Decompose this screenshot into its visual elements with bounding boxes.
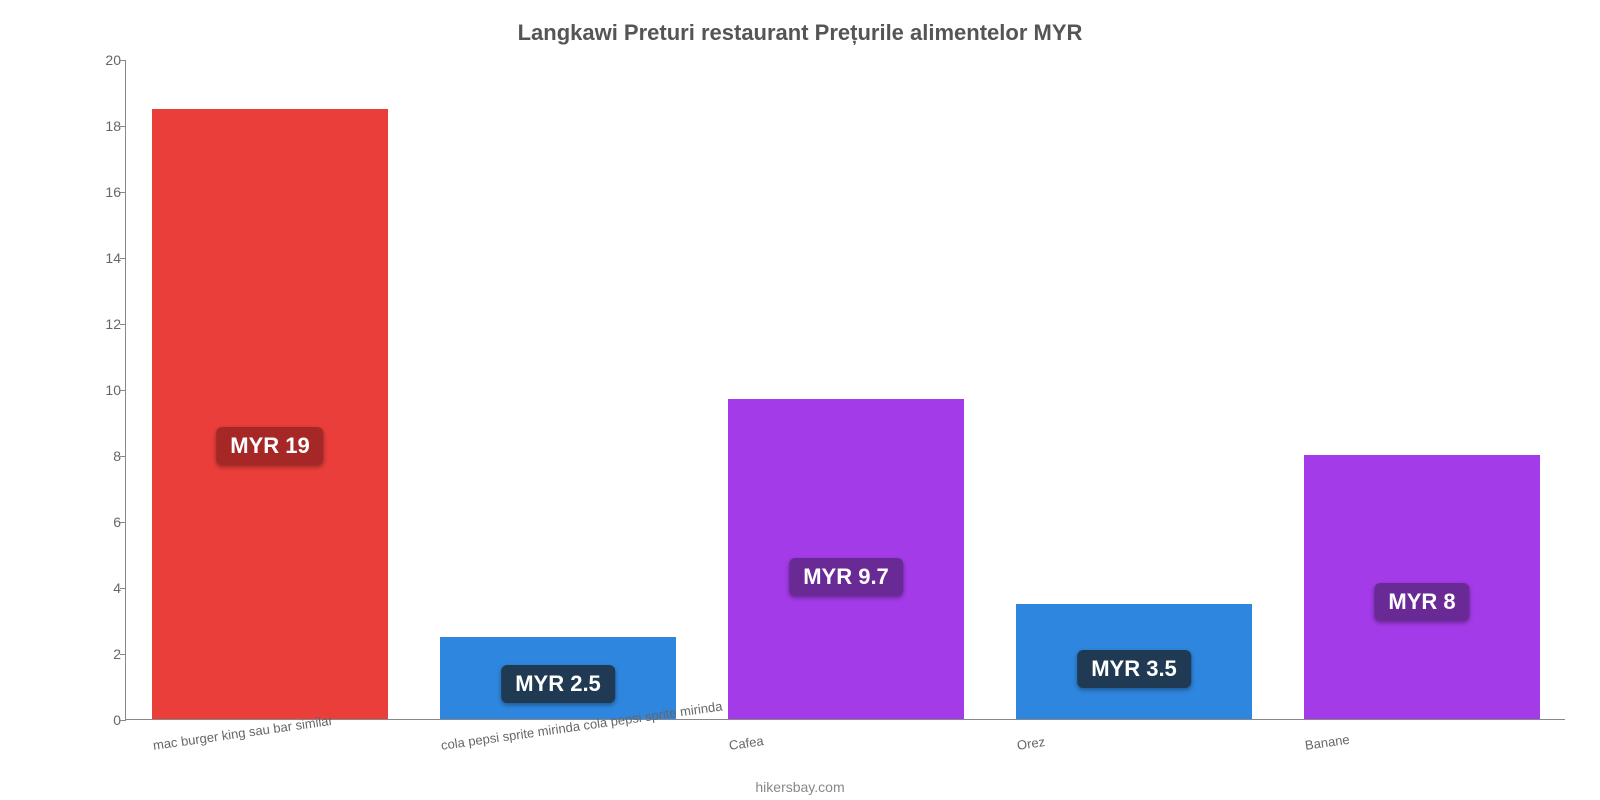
y-tick-mark — [120, 60, 126, 61]
bar-value-label: MYR 3.5 — [1077, 650, 1191, 688]
y-tick-mark — [120, 720, 126, 721]
y-tick-mark — [120, 654, 126, 655]
y-tick-label: 6 — [86, 514, 121, 530]
y-tick-label: 4 — [86, 580, 121, 596]
y-tick-label: 10 — [86, 382, 121, 398]
y-tick-label: 14 — [86, 250, 121, 266]
bar — [152, 109, 388, 720]
price-chart: Langkawi Preturi restaurant Prețurile al… — [0, 0, 1600, 800]
x-category-label: Cafea — [728, 733, 764, 753]
y-tick-mark — [120, 324, 126, 325]
y-tick-mark — [120, 456, 126, 457]
y-tick-label: 2 — [86, 646, 121, 662]
bar-value-label: MYR 2.5 — [501, 665, 615, 703]
y-tick-mark — [120, 588, 126, 589]
y-tick-label: 0 — [86, 712, 121, 728]
bar-value-label: MYR 9.7 — [789, 558, 903, 596]
y-tick-label: 20 — [86, 52, 121, 68]
y-tick-mark — [120, 522, 126, 523]
y-tick-label: 16 — [86, 184, 121, 200]
y-tick-mark — [120, 258, 126, 259]
bar-value-label: MYR 8 — [1374, 583, 1469, 621]
chart-title: Langkawi Preturi restaurant Prețurile al… — [0, 20, 1600, 46]
y-tick-mark — [120, 390, 126, 391]
y-tick-mark — [120, 192, 126, 193]
chart-footer: hikersbay.com — [0, 779, 1600, 795]
x-category-label: Banane — [1304, 732, 1350, 753]
y-tick-label: 12 — [86, 316, 121, 332]
x-category-label: Orez — [1016, 734, 1046, 753]
y-tick-mark — [120, 126, 126, 127]
plot-area: 02468101214161820MYR 19mac burger king s… — [125, 60, 1565, 720]
y-tick-label: 8 — [86, 448, 121, 464]
y-tick-label: 18 — [86, 118, 121, 134]
bar-value-label: MYR 19 — [216, 427, 323, 465]
